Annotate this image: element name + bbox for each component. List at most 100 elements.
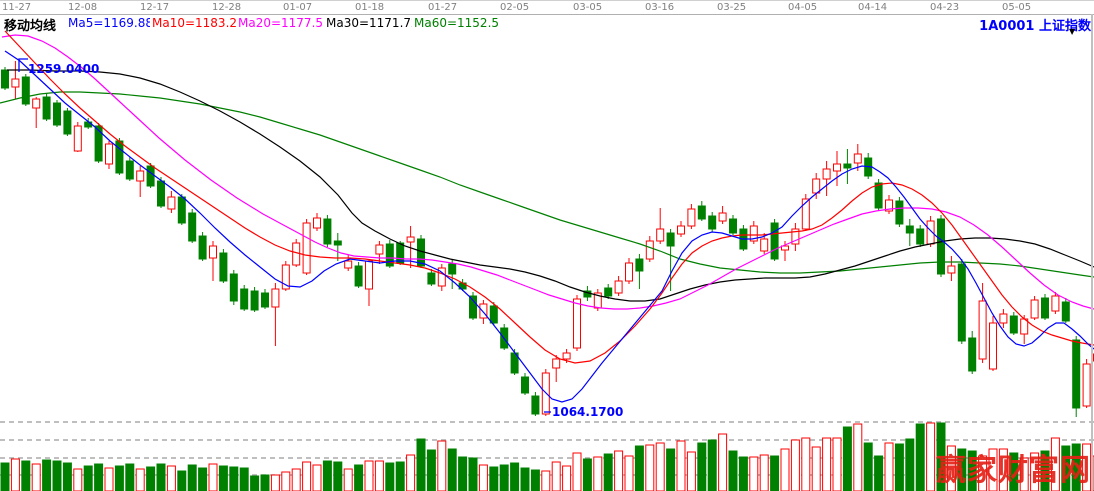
volume-bar: [885, 443, 893, 491]
candle-body: [272, 289, 279, 307]
volume-bar: [199, 468, 207, 491]
candle-body: [22, 77, 29, 104]
volume-bar: [625, 456, 633, 491]
volume-bar: [1, 463, 9, 491]
candle-body: [1073, 340, 1080, 408]
candle-body: [470, 296, 477, 318]
candle-body: [490, 306, 497, 323]
candle-body: [303, 223, 310, 273]
annotation-markers: [19, 59, 551, 412]
volume-bar: [615, 451, 623, 491]
candle-body: [906, 226, 913, 233]
watermark: 赢家财富网: [936, 445, 1091, 489]
volume-bar: [261, 475, 269, 491]
volume-bar: [407, 455, 415, 491]
candle-body: [875, 183, 882, 208]
candle-body: [2, 70, 9, 88]
candle-body: [574, 299, 581, 348]
candle-body: [85, 122, 92, 127]
volume-bar: [365, 461, 373, 491]
candle-body: [168, 197, 175, 209]
volume-bar: [760, 455, 768, 491]
candle-body: [33, 99, 40, 108]
candle-body: [615, 281, 622, 293]
volume-bar: [448, 449, 456, 491]
candle-body: [667, 233, 674, 246]
volume-bar: [63, 463, 71, 491]
volume-bar: [74, 469, 82, 491]
candle-body: [355, 266, 362, 286]
volume-bar: [698, 443, 706, 491]
volume-bar: [396, 462, 404, 491]
candle-body: [314, 218, 321, 228]
candle-body: [917, 229, 924, 244]
volume-bar: [438, 441, 446, 491]
candle-body: [626, 263, 633, 281]
candle-body: [678, 226, 685, 234]
volume-bar: [386, 463, 394, 491]
candle-body: [896, 201, 903, 224]
candle-body: [1042, 298, 1049, 318]
volume-bar: [147, 467, 155, 491]
candle-body: [844, 164, 851, 168]
volume-bar: [427, 450, 435, 491]
candle-body: [969, 338, 976, 371]
volume-bar: [32, 464, 40, 491]
volume-bar: [219, 466, 227, 491]
candle-body: [220, 253, 227, 281]
ma20-line: [2, 35, 1094, 309]
candle-body: [854, 154, 861, 163]
volume-bar: [531, 470, 539, 491]
volume-bar: [157, 464, 165, 491]
candle-body: [730, 219, 737, 233]
volume-bar: [115, 466, 123, 491]
volume-bar: [303, 462, 311, 491]
candle-body: [771, 223, 778, 259]
right-border: [1091, 14, 1093, 491]
candle-body: [449, 264, 456, 274]
volume-bar: [542, 471, 550, 491]
volume-bar: [521, 468, 529, 491]
candle-body: [428, 273, 435, 284]
volume-bar: [854, 424, 862, 491]
volume-bar: [719, 434, 727, 491]
candle-body: [761, 239, 768, 251]
candle-body: [158, 181, 165, 206]
candle-body: [979, 301, 986, 359]
candle-body: [813, 179, 820, 193]
candle-body: [657, 229, 664, 241]
candle-body: [189, 213, 196, 241]
volume-bar: [583, 459, 591, 491]
volume-bar: [895, 444, 903, 491]
volume-bar: [646, 445, 654, 491]
candle-body: [1010, 316, 1017, 333]
ma-lines: [0, 31, 1094, 402]
candle-body: [1052, 296, 1059, 311]
candle-body: [397, 243, 404, 263]
candle-body: [178, 197, 185, 223]
volume-bar: [43, 460, 51, 491]
low-price-label: 1064.1700: [552, 405, 623, 419]
candle-body: [12, 79, 19, 87]
volume-bar: [251, 476, 259, 491]
volume-bar: [84, 466, 92, 491]
candle-body: [636, 259, 643, 271]
volume-bar: [812, 447, 820, 491]
volume-bar: [490, 467, 498, 491]
candle-body: [137, 171, 144, 181]
volume-bar: [843, 427, 851, 491]
volume-bar: [604, 454, 612, 491]
candle-body: [719, 213, 726, 221]
volume-bar: [781, 449, 789, 491]
volume-bar: [594, 457, 602, 491]
candle-body: [605, 288, 612, 296]
candle-body: [199, 236, 206, 259]
candle-body: [948, 266, 955, 273]
volume-pane: [1, 423, 1094, 491]
volume-bar: [126, 464, 134, 491]
candle-body: [324, 219, 331, 244]
volume-bar: [469, 458, 477, 491]
volume-bar: [875, 456, 883, 491]
volume-bar: [230, 467, 238, 491]
